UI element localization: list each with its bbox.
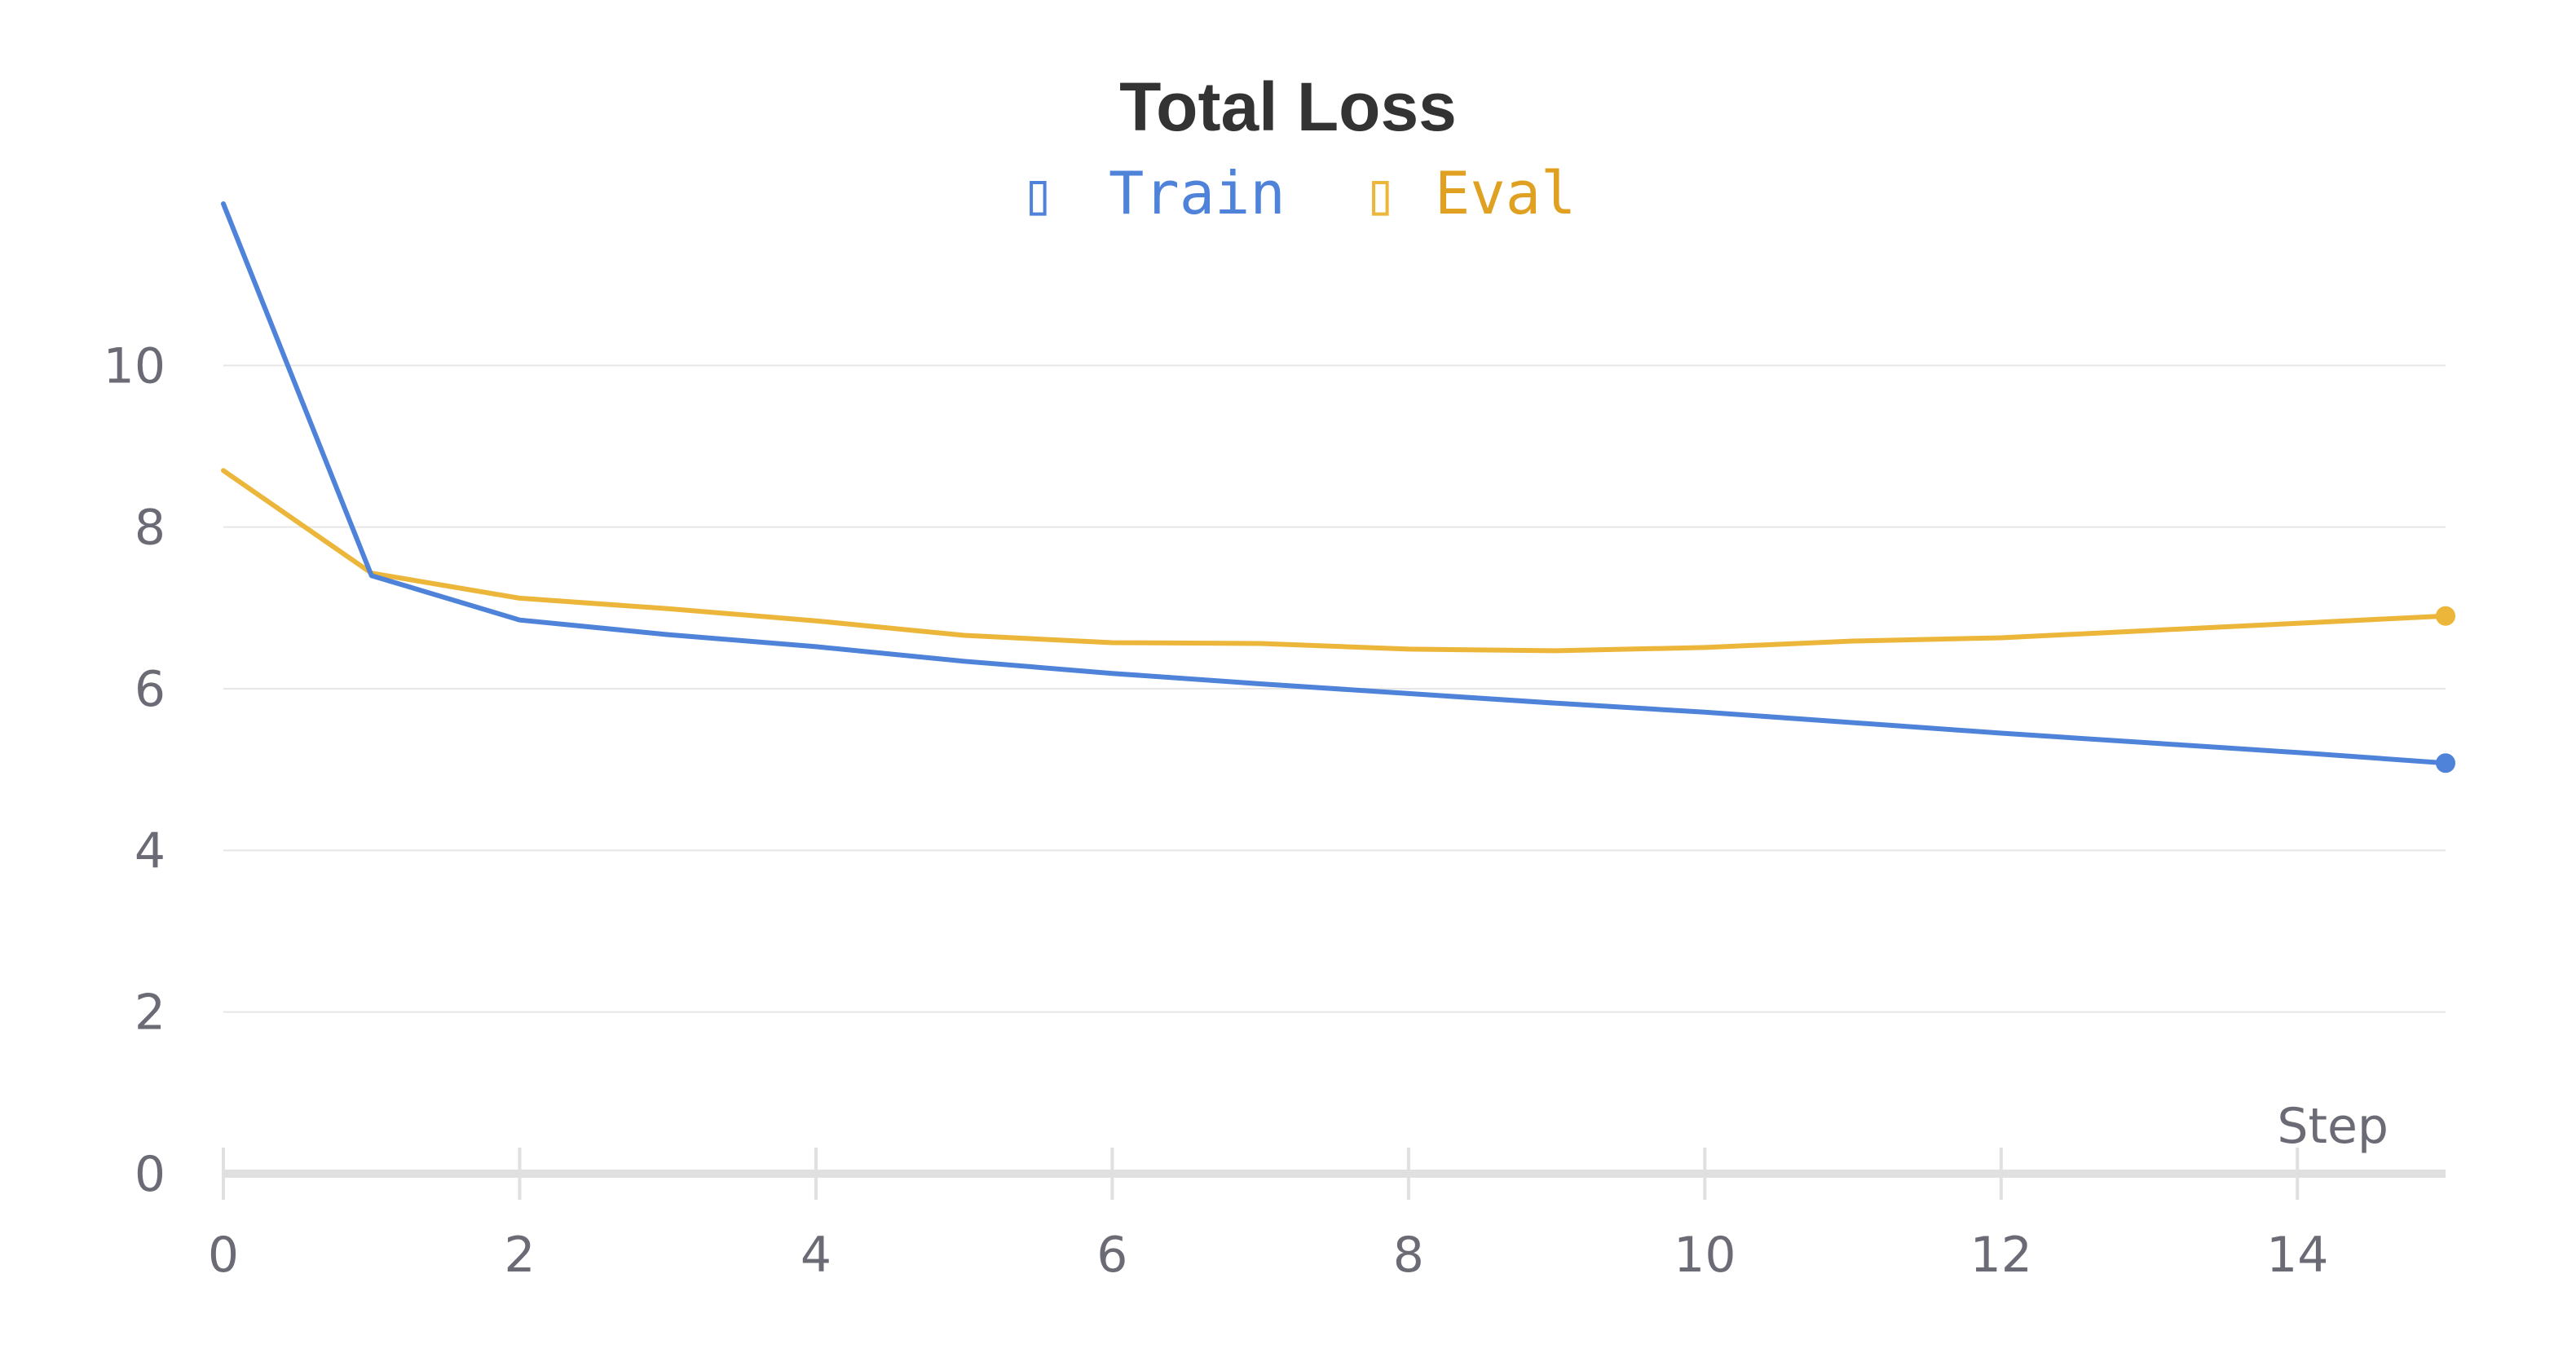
series bbox=[221, 201, 2455, 773]
x-axis-ticks: 0 2 4 6 8 10 12 14 bbox=[208, 1148, 2328, 1284]
x-tick-label-0: 0 bbox=[208, 1227, 239, 1284]
legend-marker-eval: ▯ bbox=[1363, 159, 1398, 227]
x-tick-label-4: 4 bbox=[801, 1227, 831, 1284]
x-tick-label-10: 10 bbox=[1674, 1227, 1736, 1284]
x-tick-label-12: 12 bbox=[1970, 1227, 2032, 1284]
x-tick-label-8: 8 bbox=[1393, 1227, 1424, 1284]
legend-item-eval[interactable]: ▯ Eval bbox=[1363, 159, 1577, 227]
series-endpoint-eval bbox=[2436, 606, 2455, 626]
series-line-eval bbox=[221, 468, 2448, 654]
x-tick-label-14: 14 bbox=[2266, 1227, 2328, 1284]
y-tick-label-0: 0 bbox=[135, 1146, 165, 1203]
chart-title: Total Loss bbox=[1119, 68, 1457, 145]
series-endpoint-train bbox=[2436, 753, 2455, 773]
y-tick-label-6: 6 bbox=[135, 661, 165, 718]
y-tick-label-10: 10 bbox=[104, 337, 165, 394]
legend-label-eval: Eval bbox=[1435, 159, 1576, 227]
x-tick-label-6: 6 bbox=[1096, 1227, 1127, 1284]
y-tick-label-4: 4 bbox=[135, 822, 165, 879]
y-axis-ticks: 0 2 4 6 8 10 bbox=[104, 337, 165, 1203]
y-tick-label-8: 8 bbox=[135, 500, 165, 557]
legend: ▯ Train ▯ Eval bbox=[1021, 159, 1577, 227]
x-tick-label-2: 2 bbox=[504, 1227, 535, 1284]
series-line-train bbox=[221, 201, 2448, 766]
legend-item-train[interactable]: ▯ Train bbox=[1021, 159, 1286, 227]
legend-label-train: Train bbox=[1109, 159, 1286, 227]
x-axis-label: Step bbox=[2277, 1098, 2389, 1155]
legend-marker-train: ▯ bbox=[1021, 159, 1056, 227]
y-tick-label-2: 2 bbox=[135, 985, 165, 1042]
